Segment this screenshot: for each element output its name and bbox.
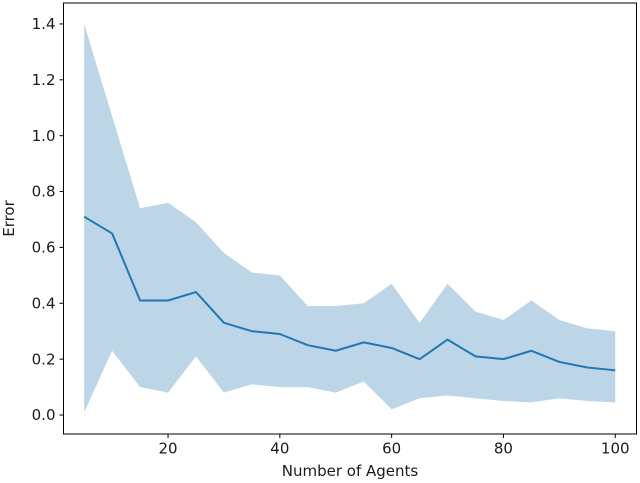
- x-tick-label: 40: [270, 440, 289, 458]
- y-axis-label: Error: [0, 199, 18, 236]
- y-tick-label: 1.4: [32, 15, 56, 33]
- x-tick-label: 60: [382, 440, 401, 458]
- y-tick-label: 1.0: [32, 127, 56, 145]
- x-tick-label: 80: [494, 440, 513, 458]
- x-tick-label: 100: [601, 440, 630, 458]
- axes-spines: [63, 2, 637, 435]
- x-axis-ticks: 20 40 60 80 100: [158, 434, 630, 458]
- y-tick-label: 0.6: [32, 239, 56, 257]
- y-tick-label: 0.8: [32, 183, 56, 201]
- y-tick-label: 1.2: [32, 71, 56, 89]
- x-tick-label: 20: [158, 440, 177, 458]
- confidence-band: [84, 23, 616, 413]
- mean-error-line: [83, 215, 616, 372]
- y-axis-ticks: 0.0 0.2 0.4 0.6 0.8 1.0 1.2 1.4: [32, 15, 64, 424]
- y-tick-label: 0.0: [32, 406, 56, 424]
- x-axis-label: Number of Agents: [282, 462, 419, 480]
- y-tick-label: 0.4: [32, 294, 56, 312]
- y-tick-label: 0.2: [32, 350, 56, 368]
